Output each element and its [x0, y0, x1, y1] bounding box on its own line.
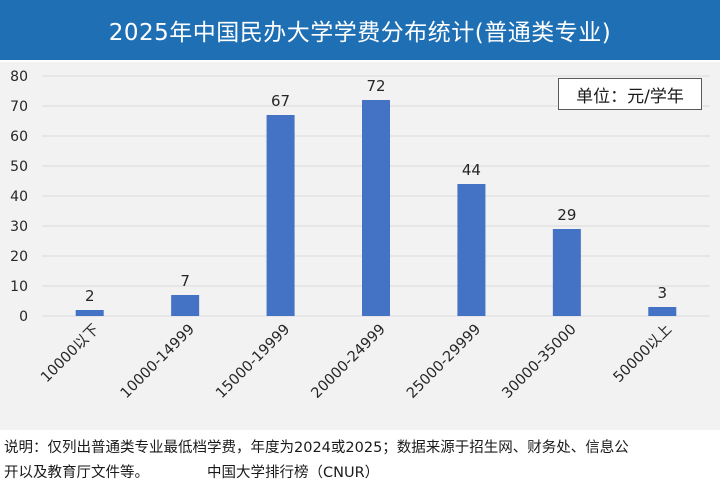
bar [457, 184, 486, 316]
data-label: 7 [180, 272, 190, 290]
x-tick-label: 50000以上 [610, 321, 675, 386]
bar [75, 310, 104, 316]
footnote: 说明：仅列出普通类专业最低档学费，年度为2024或2025；数据来源于招生网、财… [4, 436, 716, 486]
y-tick-label: 10 [10, 279, 28, 295]
data-label: 44 [462, 161, 481, 179]
source-credit: 中国大学排行榜（CNUR） [207, 465, 380, 481]
y-tick-label: 60 [10, 129, 28, 145]
title-bar: 2025年中国民办大学学费分布统计(普通类专业) [0, 0, 720, 60]
y-tick-label: 80 [10, 69, 28, 85]
x-tick-label: 10000-14999 [118, 322, 198, 402]
data-label: 67 [271, 92, 290, 110]
y-tick-label: 70 [10, 99, 28, 115]
data-label: 29 [557, 206, 576, 224]
chart-title: 2025年中国民办大学学费分布统计(普通类专业) [108, 20, 612, 46]
bar [648, 307, 677, 316]
unit-label: 单位：元/学年 [558, 78, 702, 110]
y-tick-label: 30 [10, 219, 28, 235]
x-tick-label: 15000-19999 [213, 322, 293, 402]
plot-panel [0, 62, 720, 430]
bar [362, 100, 390, 316]
bar-chart: 0 10 20 30 40 50 60 70 80 2 10000以下 7 10000-14999 67 1… [10, 69, 710, 402]
bar [266, 115, 295, 316]
y-tick-label: 40 [10, 189, 28, 205]
x-tick-label: 30000-35000 [499, 322, 579, 402]
bar [552, 229, 581, 316]
x-tick-label: 20000-24999 [309, 322, 389, 402]
bar [171, 295, 200, 316]
footnote-line-1: 说明：仅列出普通类专业最低档学费，年度为2024或2025；数据来源于招生网、财… [4, 440, 629, 456]
y-tick-label: 0 [19, 309, 28, 325]
x-tick-label: 25000-29999 [404, 322, 484, 402]
x-tick-label: 10000以下 [38, 322, 102, 386]
data-label: 72 [366, 77, 385, 95]
data-label: 2 [85, 287, 95, 305]
footnote-line-2: 开以及教育厅文件等。 [4, 465, 149, 481]
y-tick-label: 20 [10, 249, 28, 265]
data-label: 3 [658, 284, 668, 302]
y-tick-label: 50 [10, 159, 28, 175]
